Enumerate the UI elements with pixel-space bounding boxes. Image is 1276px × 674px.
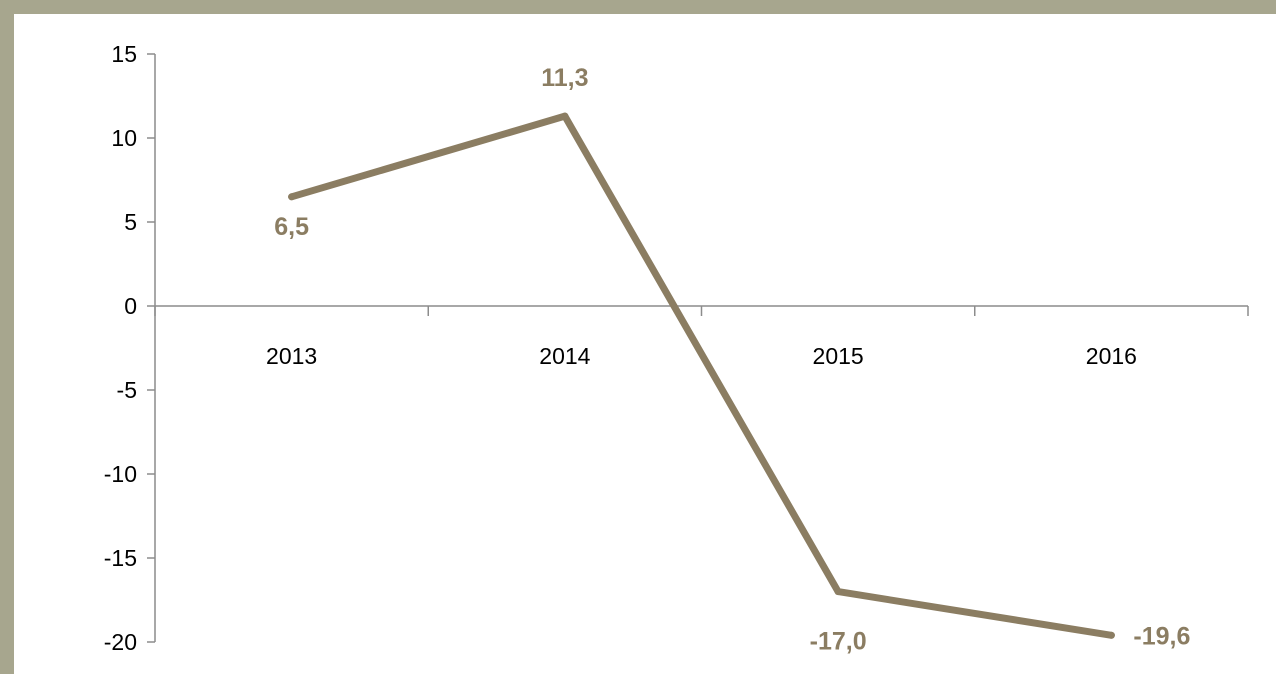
y-tick-label: 0 <box>124 293 137 319</box>
y-axis: 15 10 5 0 -5 -10 -15 -20 <box>104 41 156 655</box>
data-label: -19,6 <box>1133 622 1190 650</box>
x-tick-label: 2016 <box>1086 343 1137 369</box>
y-tick-label: -10 <box>104 461 137 487</box>
y-tick-label: -20 <box>104 629 137 655</box>
y-tick-label: 15 <box>111 41 137 67</box>
data-label: 11,3 <box>541 64 588 92</box>
chart-area: 15 10 5 0 -5 -10 -15 -20 2013 2014 2015 2016 6,5 11… <box>14 14 1276 674</box>
series <box>288 112 1115 639</box>
data-label: -17,0 <box>810 628 867 656</box>
y-tick-label: -5 <box>117 377 137 403</box>
data-labels: 6,5 11,3 -17,0 -19,6 <box>274 64 1190 655</box>
data-point <box>1107 631 1115 639</box>
data-point <box>288 193 296 201</box>
data-label: 6,5 <box>274 213 309 241</box>
y-tick-label: 10 <box>111 125 137 151</box>
x-tick-label: 2014 <box>539 343 590 369</box>
x-tick-label: 2015 <box>813 343 864 369</box>
x-axis: 2013 2014 2015 2016 <box>154 305 1249 369</box>
data-point <box>561 112 569 120</box>
data-point <box>834 588 842 596</box>
y-tick-label: 5 <box>124 209 137 235</box>
line-chart: 15 10 5 0 -5 -10 -15 -20 2013 2014 2015 2016 6,5 11… <box>104 41 1249 656</box>
x-tick-label: 2013 <box>266 343 317 369</box>
series-line <box>288 112 1115 639</box>
y-tick-label: -15 <box>104 545 137 571</box>
